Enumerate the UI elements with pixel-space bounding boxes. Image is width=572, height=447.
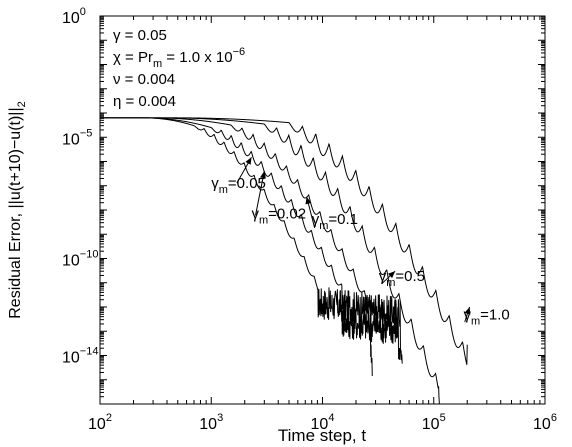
parameter-line: ν = 0.004: [113, 71, 175, 88]
x-tick-label: 104: [311, 412, 335, 433]
label-arrowhead: [464, 307, 471, 315]
x-axis-ticks: 102 103 104 105 106: [88, 16, 557, 433]
x-tick-label: 103: [199, 412, 223, 433]
series-line: [100, 117, 403, 364]
series-label: γm=0.1: [312, 211, 358, 232]
parameter-line: χ = Prm = 1.0 x 10−6: [113, 46, 245, 70]
label-arrowhead: [260, 171, 266, 179]
x-axis-label: Time step, t: [278, 426, 366, 445]
series-label: γm=0.05: [211, 175, 266, 196]
series-line: [100, 117, 468, 365]
y-tick-label: 10−10: [62, 249, 98, 270]
y-tick-label: 10−5: [62, 127, 92, 148]
series-line: [100, 117, 401, 361]
series-labels: γm=0.02 γm=0.05 γm=0.1 γm=0.5 γm=1.0: [211, 156, 510, 328]
y-axis-label-subscript: 2: [16, 101, 28, 107]
x-tick-label: 102: [88, 412, 112, 433]
series-label: γm=0.5: [379, 268, 425, 289]
x-tick-label: 106: [533, 412, 557, 433]
y-axis-label-main: Residual Error, ||u(t+10)−u(t)||: [7, 107, 24, 318]
series-line: [100, 117, 441, 405]
y-axis-label: Residual Error, ||u(t+10)−u(t)||2: [7, 101, 28, 319]
series-label: γm=1.0: [463, 307, 509, 328]
series-label: γm=0.02: [251, 205, 306, 226]
parameter-line: γ = 0.05: [113, 27, 167, 44]
label-arrowhead: [305, 196, 312, 205]
parameter-annotations: γ = 0.05 χ = Prm = 1.0 x 10−6ν = 0.004 η =…: [113, 27, 245, 110]
label-arrow: [255, 171, 265, 216]
label-arrowhead: [245, 157, 252, 165]
y-tick-label: 100: [62, 6, 86, 27]
y-axis-ticks: 100 10−5 10−10 10−14: [62, 6, 545, 405]
parameter-line: η = 0.004: [113, 93, 176, 110]
y-tick-label: 10−14: [62, 346, 98, 367]
label-arrowhead: [388, 271, 396, 279]
x-tick-label: 105: [422, 412, 446, 433]
series-lines: [100, 117, 468, 405]
